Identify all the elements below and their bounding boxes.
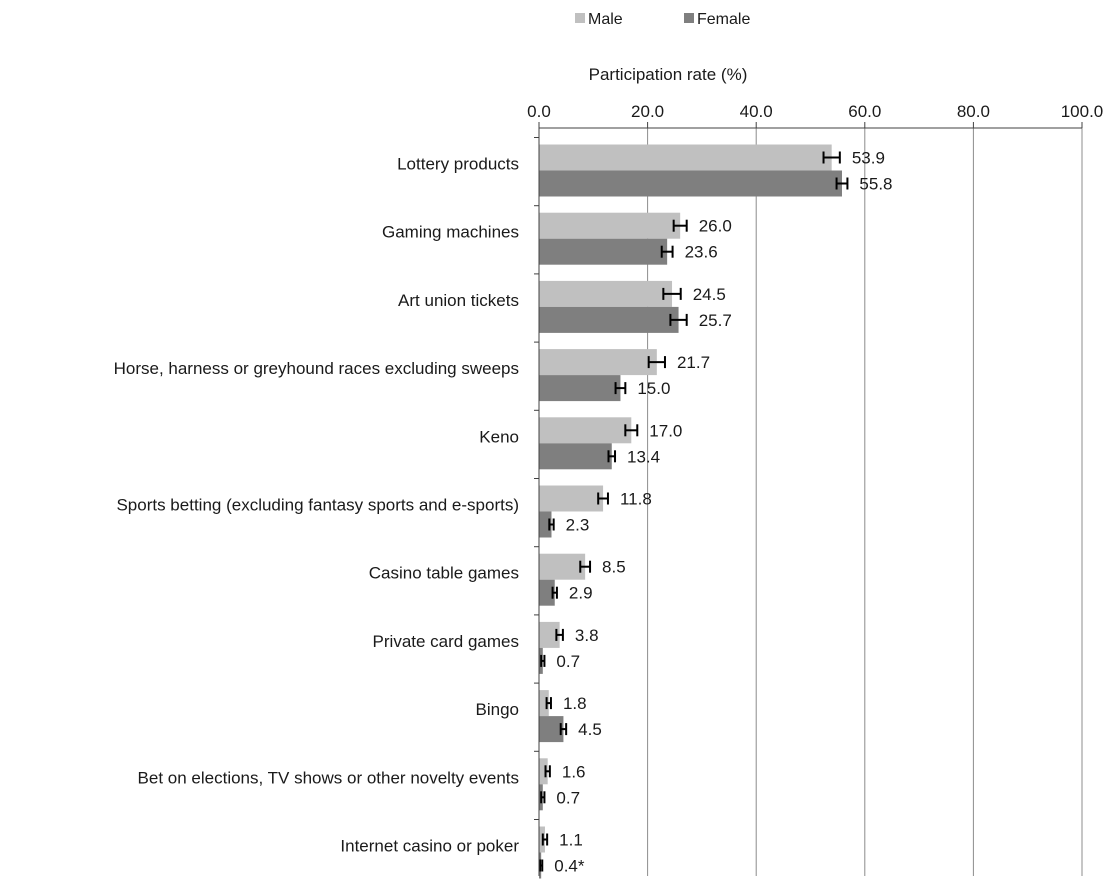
category-label: Private card games: [373, 632, 519, 651]
category-label: Lottery products: [397, 155, 519, 174]
error-bar: [835, 177, 849, 190]
category-label: Keno: [479, 427, 519, 446]
value-label: 11.8: [620, 490, 652, 509]
value-label: 0.4*: [554, 857, 585, 876]
tick-label: 0.0: [527, 102, 551, 121]
value-label: 53.9: [852, 149, 885, 168]
y-axis: [534, 128, 540, 876]
error-bar: [579, 560, 592, 573]
bar-female: [539, 170, 842, 197]
bar-male: [539, 144, 832, 171]
category-label: Art union tickets: [398, 291, 519, 310]
value-label: 8.5: [602, 558, 626, 577]
category-label: Internet casino or poker: [340, 837, 519, 856]
gridlines: [647, 128, 1083, 876]
error-bar: [647, 356, 666, 369]
error-bar: [539, 859, 544, 872]
bars: [539, 144, 842, 879]
error-bar: [555, 628, 564, 641]
bar-male: [539, 349, 657, 376]
value-label: 0.7: [556, 652, 580, 671]
legend: Male Female: [575, 11, 750, 28]
error-bar: [548, 518, 555, 531]
error-bar: [624, 424, 639, 437]
value-label: 17.0: [649, 421, 682, 440]
category-label: Bingo: [476, 700, 519, 719]
tick-label: 40.0: [740, 102, 773, 121]
category-label: Sports betting (excluding fantasy sports…: [116, 496, 519, 515]
category-label: Bet on elections, TV shows or other nove…: [138, 768, 519, 787]
tick-label: 20.0: [631, 102, 664, 121]
tick-label: 100.0: [1061, 102, 1104, 121]
error-bar: [540, 791, 546, 804]
category-label: Casino table games: [369, 564, 519, 583]
x-axis-title: Participation rate (%): [589, 65, 748, 84]
value-label: 23.6: [685, 243, 718, 262]
value-label: 4.5: [578, 720, 602, 739]
legend-swatch: [575, 13, 585, 23]
error-bar: [669, 313, 688, 326]
bar-female: [539, 716, 564, 743]
value-label: 1.1: [559, 831, 583, 850]
tick-label: 80.0: [957, 102, 990, 121]
bar-female: [539, 238, 668, 265]
legend-label: Male: [588, 11, 623, 28]
bar-male: [539, 280, 673, 307]
category-labels: Lottery products Gaming machines Art union…: [114, 155, 520, 856]
error-bar: [614, 382, 627, 395]
category-label: Gaming machines: [382, 223, 519, 242]
bar-male: [539, 758, 548, 785]
value-label: 15.0: [637, 379, 670, 398]
value-label: 0.7: [556, 788, 580, 807]
error-bar: [545, 697, 552, 710]
error-bars: [539, 151, 849, 872]
bar-female: [539, 579, 555, 606]
error-bar: [544, 765, 551, 778]
error-bar: [540, 654, 546, 667]
bar-female: [539, 306, 679, 333]
value-label: 3.8: [575, 626, 599, 645]
x-axis-ticks: 0.0 20.0 40.0 60.0 80.0 100.0: [527, 102, 1104, 129]
bar-female: [539, 511, 552, 538]
bar-female: [539, 443, 612, 470]
error-bar: [597, 492, 609, 505]
error-bar: [551, 586, 558, 599]
value-label: 2.3: [566, 516, 590, 535]
legend-swatch: [684, 13, 694, 23]
error-bar: [672, 219, 688, 232]
bar-male: [539, 485, 604, 512]
value-label: 21.7: [677, 353, 710, 372]
bar-male: [539, 621, 560, 648]
value-label: 24.5: [693, 285, 726, 304]
bar-male: [539, 690, 549, 717]
value-label: 13.4: [627, 447, 660, 466]
value-label: 26.0: [699, 217, 732, 236]
value-label: 55.8: [859, 175, 892, 194]
value-labels: 53.9 55.8 26.0 23.6 24.5 25.7 21.7 15.0 17.0 13.4…: [554, 149, 892, 876]
legend-label: Female: [697, 11, 750, 28]
error-bar: [822, 151, 841, 164]
error-bar: [607, 450, 617, 463]
error-bar: [660, 245, 674, 258]
error-bar: [662, 287, 682, 300]
bar-female: [539, 375, 621, 402]
tick-label: 60.0: [848, 102, 881, 121]
value-label: 1.8: [563, 694, 587, 713]
value-label: 2.9: [569, 584, 593, 603]
bar-male: [539, 417, 632, 444]
category-label: Horse, harness or greyhound races exclud…: [114, 359, 519, 378]
value-label: 25.7: [699, 311, 732, 330]
error-bar: [559, 723, 568, 736]
bar-male: [539, 553, 586, 580]
value-label: 1.6: [562, 762, 586, 781]
error-bar: [541, 833, 549, 846]
bar-male: [539, 212, 681, 239]
